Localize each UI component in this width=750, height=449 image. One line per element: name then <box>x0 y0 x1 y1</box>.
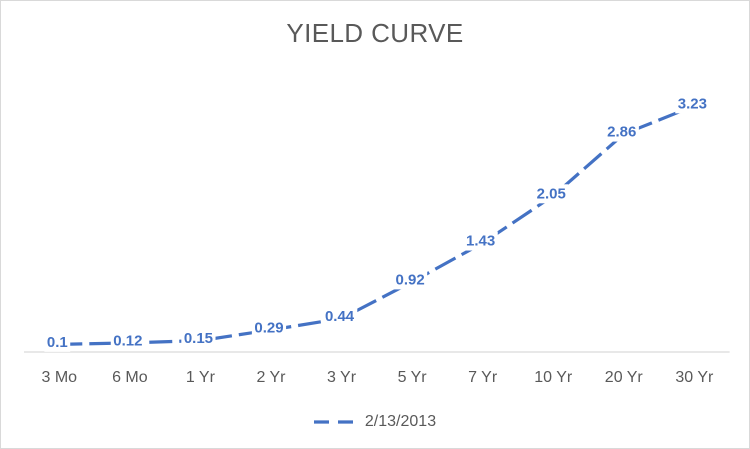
chart-title: YIELD CURVE <box>286 18 464 48</box>
data-label: 2.86 <box>607 124 636 141</box>
x-axis-label: 7 Yr <box>468 369 498 386</box>
legend-dash-icon <box>313 420 360 424</box>
data-label-bg <box>392 270 428 290</box>
data-label: 0.1 <box>47 334 68 351</box>
x-axis-label: 5 Yr <box>398 369 428 386</box>
data-label: 0.29 <box>254 319 283 336</box>
legend-series-label: 2/13/2013 <box>364 413 437 430</box>
data-label-bg <box>604 122 639 142</box>
x-axis-label: 2 Yr <box>256 369 286 386</box>
data-label-bg <box>675 94 710 114</box>
x-axis-label: 6 Mo <box>112 369 148 386</box>
legend: 2/13/2013 <box>1 413 749 431</box>
data-label-bg <box>110 331 145 351</box>
data-label: 0.44 <box>325 308 355 325</box>
data-label-bg <box>44 332 71 352</box>
x-axis-label: 20 Yr <box>605 369 644 386</box>
data-label-bg <box>251 318 287 338</box>
x-axis-label: 3 Yr <box>327 369 357 386</box>
series-line <box>59 104 695 346</box>
data-label-bg <box>534 184 569 204</box>
data-label: 1.43 <box>466 233 495 250</box>
data-label-bg <box>463 231 498 251</box>
data-label: 3.23 <box>678 95 707 112</box>
x-axis-label: 3 Mo <box>42 369 78 386</box>
x-axis-label: 30 Yr <box>675 369 714 386</box>
data-label-bg <box>181 329 216 349</box>
data-label-bg <box>322 306 358 326</box>
data-label: 0.92 <box>395 271 424 288</box>
x-axis-label: 1 Yr <box>186 369 216 386</box>
x-axis-label: 10 Yr <box>534 369 573 386</box>
data-label: 0.12 <box>113 332 142 349</box>
data-label: 0.15 <box>184 330 213 347</box>
data-label: 2.05 <box>537 185 566 202</box>
